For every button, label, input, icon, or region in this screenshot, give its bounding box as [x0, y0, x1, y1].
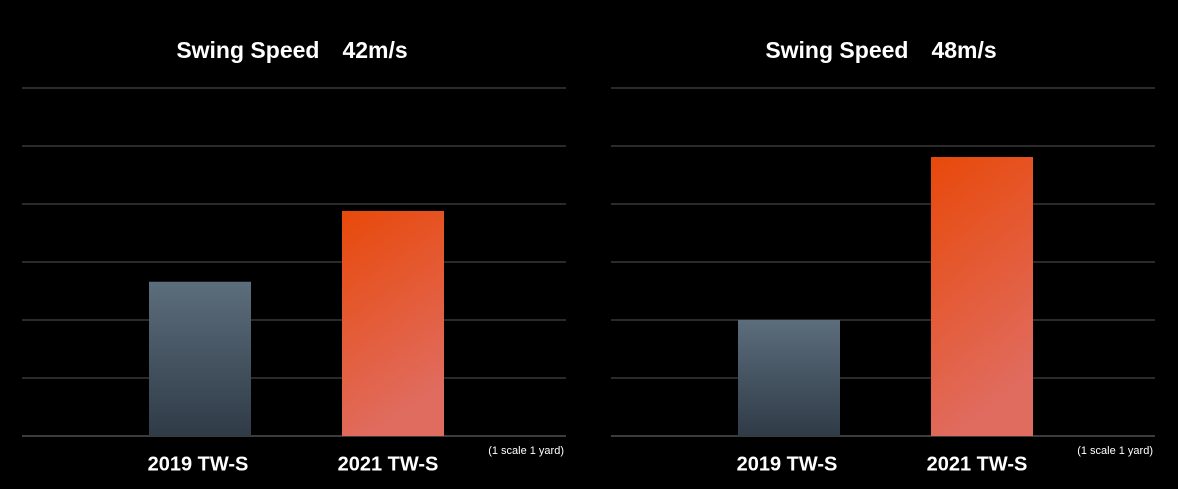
annotation: (1 scale 1 yard)	[1077, 445, 1153, 457]
x-tick-label: 2019 TW-S	[148, 453, 249, 475]
bar	[931, 157, 1033, 436]
bar	[738, 320, 840, 436]
bar	[149, 281, 251, 436]
chart-title: Swing Speed 42m/s	[176, 37, 407, 63]
chart-title: Swing Speed 48m/s	[765, 37, 996, 63]
x-tick-label: 2019 TW-S	[737, 453, 838, 475]
x-tick-label: 2021 TW-S	[338, 453, 439, 475]
bar	[342, 210, 444, 436]
annotation: (1 scale 1 yard)	[488, 445, 564, 457]
x-tick-label: 2021 TW-S	[927, 453, 1028, 475]
